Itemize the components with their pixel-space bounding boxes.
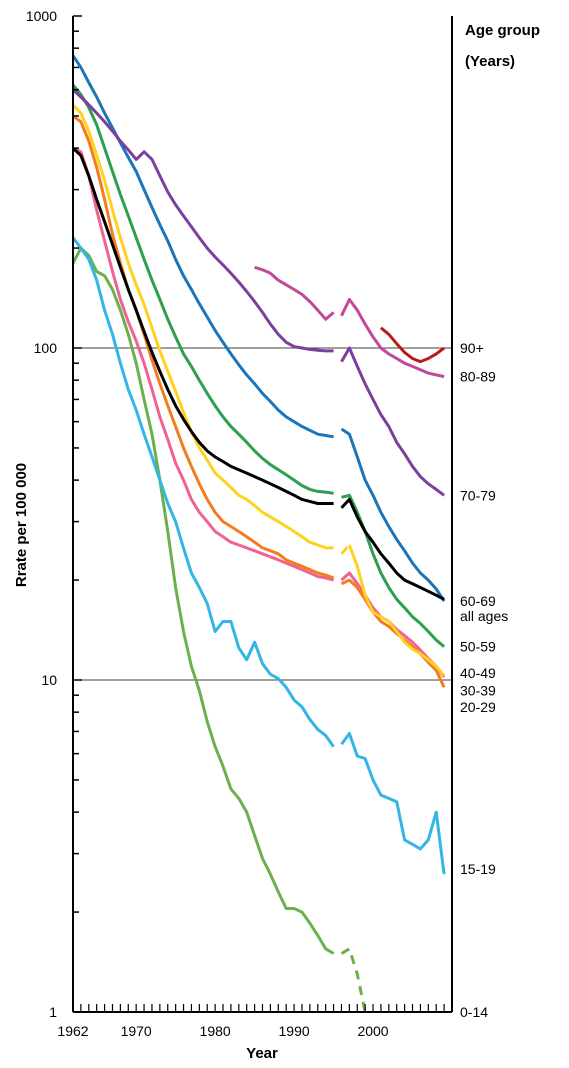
series-line-0-14-seg0 <box>71 246 335 955</box>
series-label-50-59: 50-59 <box>460 639 496 655</box>
y-tick-label: 10 <box>41 672 57 688</box>
y-tick-label: 1 <box>49 1004 57 1020</box>
series-line-all-ages-seg1 <box>340 497 445 601</box>
series-line-70-79-seg0 <box>71 88 334 353</box>
series-line-50-59-seg1 <box>341 493 446 648</box>
series-label-all-ages: all ages <box>460 608 508 624</box>
series-layer <box>71 54 446 1013</box>
x-tick-label: 2000 <box>357 1023 388 1039</box>
series-label-70-79: 70-79 <box>460 487 496 503</box>
x-tick-label: 1962 <box>57 1023 88 1039</box>
legend-title-line2: (Years) <box>465 53 515 70</box>
series-line-80-89-seg0 <box>254 265 335 321</box>
series-label-40-49: 40-49 <box>460 665 496 681</box>
series-label-20-29: 20-29 <box>460 699 496 715</box>
series-line-all-ages-seg0 <box>71 147 334 505</box>
y-axis-ticks: 1 10 100 1000 <box>26 8 82 1020</box>
legend-title-line1: Age group <box>465 22 540 39</box>
x-axis-title: Year <box>246 1045 278 1062</box>
x-tick-label: 1990 <box>279 1023 310 1039</box>
y-axis-title: Rrate per 100 000 <box>13 463 30 587</box>
series-line-40-49-seg1 <box>340 543 351 555</box>
y-tick-label: 100 <box>34 340 58 356</box>
series-label-90-: 90+ <box>460 340 484 356</box>
series-line-15-19-seg1 <box>340 732 446 875</box>
series-line-40-49-seg2 <box>347 544 446 677</box>
series-line-30-39-seg0 <box>72 114 335 580</box>
series-line-90--seg0 <box>379 326 445 364</box>
x-tick-label: 1970 <box>121 1023 152 1039</box>
series-line-40-49-seg0 <box>71 103 334 550</box>
series-line-0-14-seg1 <box>340 947 367 1013</box>
series-label-60-69: 60-69 <box>460 593 496 609</box>
y-tick-label: 1000 <box>26 8 57 24</box>
series-line-30-39-seg1 <box>340 578 446 689</box>
series-line-15-19-seg0 <box>71 236 335 748</box>
series-line-80-89-seg1 <box>340 298 445 379</box>
x-axis-ticks: 1962 1970 1980 1990 2000 <box>57 1004 453 1039</box>
series-label-30-39: 30-39 <box>460 682 496 698</box>
series-label-0-14: 0-14 <box>460 1004 488 1020</box>
series-line-70-79-seg1 <box>340 346 445 497</box>
x-tick-label: 1980 <box>200 1023 231 1039</box>
series-label-80-89: 80-89 <box>460 369 496 385</box>
reference-lines <box>73 347 452 681</box>
series-line-50-59-seg0 <box>71 83 334 495</box>
series-line-60-69-seg1 <box>340 427 446 602</box>
series-label-15-19: 15-19 <box>460 861 496 877</box>
series-line-20-29-seg0 <box>72 146 335 582</box>
